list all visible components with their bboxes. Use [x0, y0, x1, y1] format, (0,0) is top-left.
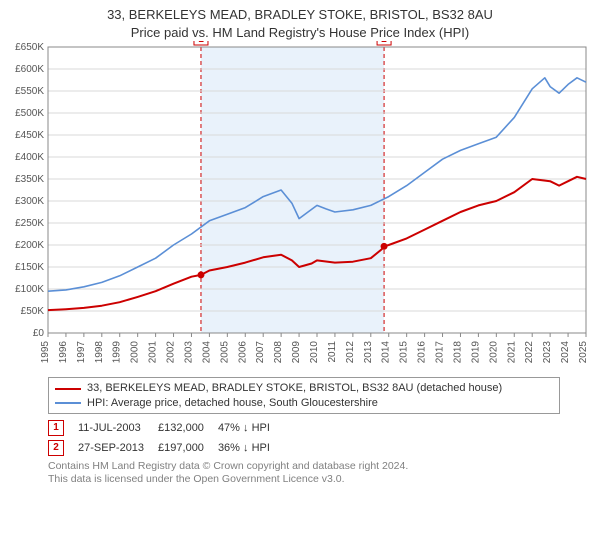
footnote-line-2: This data is licensed under the Open Gov…: [48, 473, 600, 487]
svg-text:1999: 1999: [112, 341, 123, 364]
marker-table: 1 11-JUL-2003 £132,000 47% ↓ HPI 2 27-SE…: [48, 418, 284, 458]
svg-text:£550K: £550K: [15, 86, 44, 97]
svg-text:2013: 2013: [363, 341, 374, 364]
legend-swatch-property: [55, 388, 81, 390]
svg-text:£300K: £300K: [15, 196, 44, 207]
legend-swatch-hpi: [55, 402, 81, 404]
svg-text:2002: 2002: [166, 341, 177, 364]
svg-text:£650K: £650K: [15, 42, 44, 53]
svg-text:£50K: £50K: [21, 306, 45, 317]
svg-text:£200K: £200K: [15, 240, 44, 251]
svg-text:2018: 2018: [452, 341, 463, 364]
svg-text:2023: 2023: [542, 341, 553, 364]
svg-text:2022: 2022: [524, 341, 535, 364]
line-chart: £0 £50K £100K £150K £200K £250K £300K £350K £400…: [0, 41, 600, 371]
svg-text:2007: 2007: [255, 341, 266, 364]
svg-text:1996: 1996: [58, 341, 69, 364]
svg-text:1998: 1998: [94, 341, 105, 364]
marker-row-2: 2 27-SEP-2013 £197,000 36% ↓ HPI: [48, 438, 284, 458]
marker-date-2: 27-SEP-2013: [78, 438, 158, 458]
title-line-2: Price paid vs. HM Land Registry's House …: [0, 24, 600, 42]
svg-text:2001: 2001: [148, 341, 159, 364]
svg-text:1995: 1995: [40, 341, 51, 364]
svg-text:£500K: £500K: [15, 108, 44, 119]
svg-text:2011: 2011: [327, 341, 338, 363]
svg-text:2008: 2008: [273, 341, 284, 364]
svg-text:1997: 1997: [76, 341, 87, 364]
svg-text:£100K: £100K: [15, 284, 44, 295]
legend-item-property: 33, BERKELEYS MEAD, BRADLEY STOKE, BRIST…: [55, 381, 553, 396]
legend: 33, BERKELEYS MEAD, BRADLEY STOKE, BRIST…: [48, 377, 560, 414]
chart-container: £0 £50K £100K £150K £200K £250K £300K £350K £400…: [0, 41, 600, 371]
marker-row-1: 1 11-JUL-2003 £132,000 47% ↓ HPI: [48, 418, 284, 438]
legend-label-hpi: HPI: Average price, detached house, Sout…: [87, 396, 378, 411]
svg-text:£150K: £150K: [15, 262, 44, 273]
svg-text:£400K: £400K: [15, 152, 44, 163]
svg-text:2016: 2016: [417, 341, 428, 364]
marker-pct-1: 47% ↓ HPI: [218, 418, 284, 438]
svg-text:£250K: £250K: [15, 218, 44, 229]
marker-price-2: £197,000: [158, 438, 218, 458]
svg-text:2000: 2000: [130, 341, 141, 364]
footnote-line-1: Contains HM Land Registry data © Crown c…: [48, 460, 600, 474]
marker-badge-1: 1: [48, 420, 64, 436]
svg-text:2014: 2014: [381, 341, 392, 364]
marker-price-1: £132,000: [158, 418, 218, 438]
svg-text:£0: £0: [33, 328, 45, 339]
svg-text:2005: 2005: [219, 341, 230, 364]
svg-text:£450K: £450K: [15, 130, 44, 141]
svg-text:1: 1: [198, 41, 204, 45]
legend-label-property: 33, BERKELEYS MEAD, BRADLEY STOKE, BRIST…: [87, 381, 502, 396]
svg-text:2019: 2019: [470, 341, 481, 364]
svg-text:2003: 2003: [183, 341, 194, 364]
svg-text:2006: 2006: [237, 341, 248, 364]
legend-item-hpi: HPI: Average price, detached house, Sout…: [55, 396, 553, 411]
title-line-1: 33, BERKELEYS MEAD, BRADLEY STOKE, BRIST…: [0, 6, 600, 24]
chart-title-block: 33, BERKELEYS MEAD, BRADLEY STOKE, BRIST…: [0, 0, 600, 41]
svg-text:2015: 2015: [399, 341, 410, 364]
svg-text:£350K: £350K: [15, 174, 44, 185]
marker-date-1: 11-JUL-2003: [78, 418, 158, 438]
svg-text:2025: 2025: [578, 341, 589, 364]
svg-text:2009: 2009: [291, 341, 302, 364]
footnote: Contains HM Land Registry data © Crown c…: [48, 460, 600, 487]
svg-text:£600K: £600K: [15, 64, 44, 75]
svg-text:2020: 2020: [488, 341, 499, 364]
marker-badge-2: 2: [48, 440, 64, 456]
svg-text:2017: 2017: [435, 341, 446, 364]
svg-text:2: 2: [381, 41, 387, 45]
svg-text:2010: 2010: [309, 341, 320, 364]
svg-text:2004: 2004: [201, 341, 212, 364]
svg-text:2021: 2021: [506, 341, 517, 364]
marker-pct-2: 36% ↓ HPI: [218, 438, 284, 458]
svg-text:2024: 2024: [560, 341, 571, 364]
svg-text:2012: 2012: [345, 341, 356, 364]
